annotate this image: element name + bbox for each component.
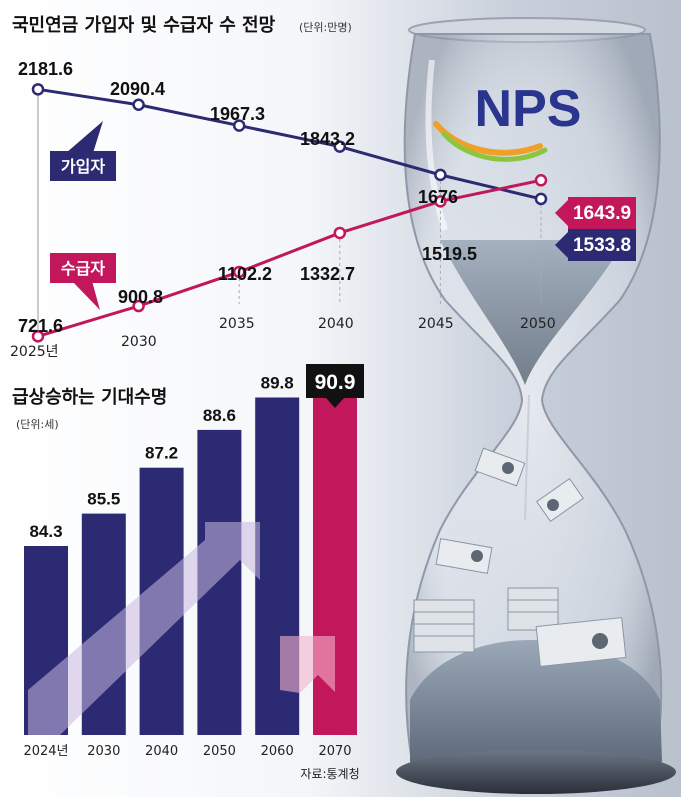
data-point (232, 265, 246, 279)
data-label: 721.6 (18, 316, 63, 336)
data-label: 1102.2 (218, 264, 272, 284)
line-x-tick-labels: 2025년 2030 2035 2040 2045 2050 (10, 316, 556, 360)
data-label: 2090.4 (110, 79, 165, 99)
x-tick-label: 2050 (520, 316, 556, 332)
data-point (232, 119, 246, 132)
line-chart: 국민연금 가입자 및 수급자 수 전망 (단위:만명) 2181.6 2090.4… (10, 14, 636, 360)
x-tick-label: 2030 (121, 334, 157, 350)
series-line-recipients (37, 178, 542, 338)
data-point (31, 330, 45, 343)
bar-category-label: 2050 (203, 744, 236, 759)
data-point (132, 98, 145, 111)
data-label: 1676 (418, 187, 458, 207)
x-tick-label: 2040 (318, 316, 354, 332)
trend-arrow-large (28, 522, 260, 735)
line-chart-unit: (단위:만명) (299, 21, 352, 34)
bar-value-label: 89.8 (261, 374, 294, 393)
banknote-bundle-icon (413, 447, 627, 667)
data-label: 1843.2 (300, 129, 355, 149)
bar-value-label: 84.3 (29, 522, 62, 541)
data-point (534, 174, 548, 187)
line-points (31, 83, 548, 343)
nps-logo: NPS (433, 80, 582, 162)
x-tick-label: 2025년 (10, 344, 59, 360)
end-value-recipients: 1643.9 (573, 203, 631, 224)
x-tick-label: 2045 (418, 316, 454, 332)
data-label: 2181.6 (18, 59, 73, 79)
legend-label-subscribers: 가입자 (61, 157, 105, 176)
line-paths (37, 87, 542, 338)
bar-category-label: 2060 (261, 744, 294, 759)
series-line-subscribers (37, 87, 542, 201)
end-badge-recipients: 1643.9 (555, 197, 636, 229)
data-label: 1967.3 (210, 104, 265, 124)
data-label: 1519.5 (422, 244, 477, 264)
highlight-badge: 90.9 (306, 364, 364, 408)
bar-chart: 급상승하는 기대수명 (단위:세) 84.3 85.5 87.2 88.6 89.8 2… (12, 364, 364, 781)
bar-chart-unit: (단위:세) (16, 418, 59, 431)
bar-category-label: 2024년 (23, 744, 68, 759)
bar-value-label: 85.5 (87, 490, 120, 509)
data-label: 900.8 (118, 287, 163, 307)
bar-category-labels: 2024년 2030 2040 2050 2060 2070 (23, 744, 351, 759)
line-value-labels: 2181.6 2090.4 1967.3 1843.2 1676 721.6 900.8 11… (18, 59, 477, 336)
legend-callout-recipients: 수급자 (50, 253, 116, 310)
highlight-value: 90.9 (315, 371, 356, 394)
source-note: 자료:통계청 (300, 767, 359, 781)
data-label: 1332.7 (300, 264, 355, 284)
trend-arrow-small (280, 636, 335, 693)
data-point (333, 226, 347, 240)
bar-value-labels: 84.3 85.5 87.2 88.6 89.8 (29, 374, 293, 542)
bar-category-label: 2070 (318, 744, 351, 759)
bar-category-label: 2040 (145, 744, 178, 759)
end-badge-subscribers: 1533.8 (555, 229, 636, 261)
data-point (434, 168, 447, 182)
data-point (31, 83, 45, 96)
logo-text: NPS (475, 80, 582, 138)
legend-callout-subscribers: 가입자 (50, 121, 116, 181)
bar-chart-title: 급상승하는 기대수명 (12, 387, 167, 408)
x-tick-label: 2035 (219, 316, 255, 332)
line-chart-title: 국민연금 가입자 및 수급자 수 전망 (12, 14, 276, 36)
data-point (534, 192, 548, 206)
data-point (333, 140, 347, 153)
legend-label-recipients: 수급자 (61, 259, 105, 278)
end-value-subscribers: 1533.8 (573, 235, 631, 256)
data-point (132, 299, 145, 313)
bar-value-label: 87.2 (145, 444, 178, 463)
data-point (434, 195, 447, 208)
bar-value-label: 88.6 (203, 406, 236, 425)
bar-category-label: 2030 (87, 744, 120, 759)
